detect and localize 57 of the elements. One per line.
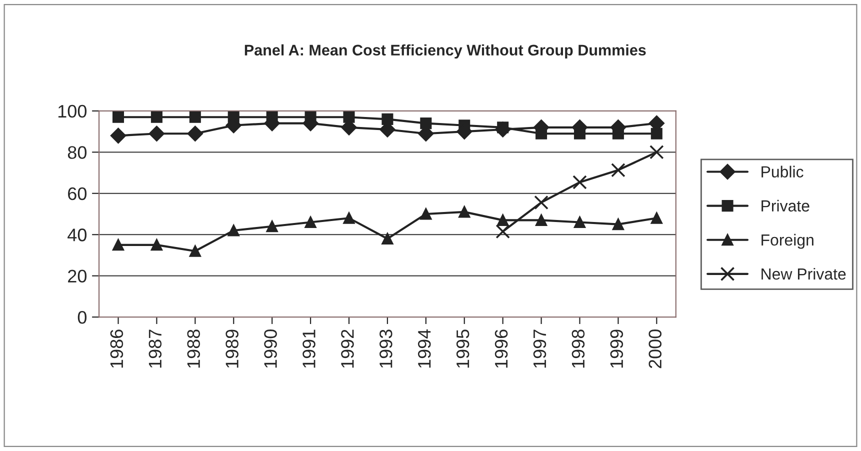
legend-label: Private <box>762 200 810 212</box>
point <box>228 224 240 236</box>
point <box>420 118 432 130</box>
point <box>110 128 126 144</box>
point <box>650 128 662 140</box>
x-tick-label: 1990 <box>264 330 277 368</box>
point <box>382 232 394 244</box>
x-tick-label: 1999 <box>610 330 624 368</box>
y-tick-label: 60 <box>68 187 87 200</box>
point <box>650 145 664 160</box>
chart-title: Panel A: Mean Cost Efficiency Without Group Dummies <box>244 44 646 59</box>
x-tick-label: 1993 <box>380 330 392 368</box>
x-tick-label: 1986 <box>110 330 124 368</box>
point <box>266 220 278 232</box>
point <box>536 214 548 226</box>
point <box>495 122 511 138</box>
point <box>534 195 548 210</box>
x-tick-label: 1988 <box>187 330 200 368</box>
point <box>187 126 203 142</box>
x-tick-label: 1998 <box>572 330 585 368</box>
point <box>150 239 162 251</box>
point <box>611 162 626 178</box>
point <box>112 239 124 251</box>
x-tick-label: 1991 <box>302 330 316 368</box>
point <box>574 216 586 228</box>
y-tick-label: 100 <box>58 104 87 118</box>
legend-label: Public <box>762 166 804 178</box>
x-tick-label: 1989 <box>226 330 238 368</box>
point <box>150 111 162 123</box>
x-tick-label: 2000 <box>648 330 662 368</box>
point <box>497 214 509 226</box>
point <box>382 113 394 125</box>
x-tick-label: 1992 <box>341 330 354 368</box>
point <box>650 212 662 224</box>
legend-label: Foreign <box>762 234 814 249</box>
point <box>304 216 316 228</box>
legend-label: New Private <box>762 268 846 280</box>
y-tick-label: 80 <box>68 146 87 159</box>
point <box>420 208 432 220</box>
point <box>496 224 510 239</box>
x-tick-label: 1995 <box>456 330 470 368</box>
point <box>343 212 355 224</box>
point <box>343 111 355 123</box>
x-tick-label: 1987 <box>148 330 162 368</box>
point <box>458 206 470 218</box>
point <box>189 111 201 123</box>
x-tick-label: 1996 <box>494 330 508 368</box>
x-tick-label: 1997 <box>533 330 546 368</box>
point <box>148 126 164 142</box>
x-tick-label: 1994 <box>418 329 431 368</box>
y-tick-label: 40 <box>68 228 87 242</box>
y-tick-label: 20 <box>68 270 87 283</box>
point <box>189 245 201 257</box>
point <box>572 175 587 190</box>
point <box>612 218 624 230</box>
point <box>112 111 124 123</box>
y-tick-label: 0 <box>78 310 87 324</box>
